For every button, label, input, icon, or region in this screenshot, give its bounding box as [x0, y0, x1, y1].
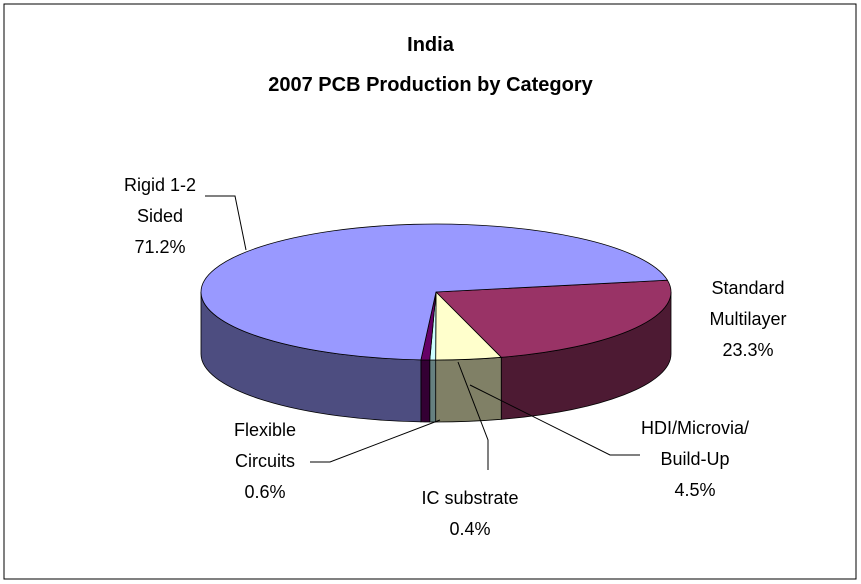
data-label: Flexible Circuits — [233, 420, 297, 471]
data-label-value: 23.3% — [722, 340, 774, 360]
data-label-value: 71.2% — [134, 237, 186, 257]
data-label: HDI/Microvia/ Build-Up — [640, 418, 749, 469]
leader-line — [457, 361, 489, 470]
leader-line — [469, 384, 640, 456]
slice-side — [420, 359, 431, 423]
chart-title: India — [407, 34, 454, 56]
data-label-value: 0.4% — [449, 519, 491, 539]
leader-line — [205, 195, 247, 251]
slice — [200, 223, 669, 361]
leader-line — [310, 419, 441, 463]
data-label-value: 0.6% — [244, 482, 286, 502]
data-label: IC substrate — [421, 488, 519, 508]
chart-subtitle: 2007 PCB Production by Category — [268, 74, 593, 96]
slice-side — [429, 359, 437, 423]
slice — [435, 279, 672, 358]
data-label: Standard Multilayer — [709, 278, 787, 329]
data-label-value: 4.5% — [674, 480, 716, 500]
data-label: Rigid 1-2 Sided — [123, 175, 197, 226]
